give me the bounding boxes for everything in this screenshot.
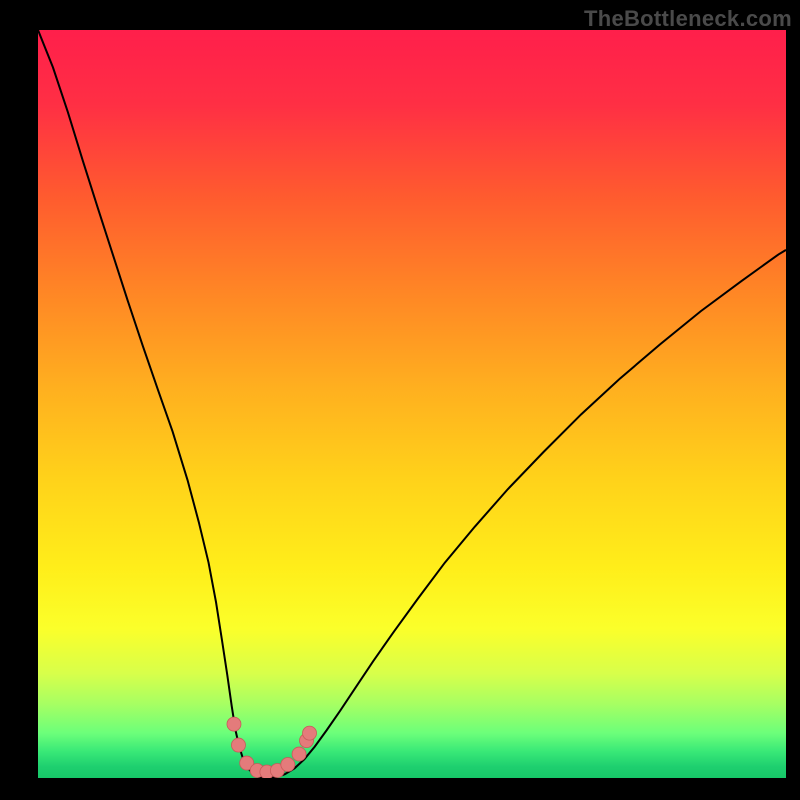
- watermark-text: TheBottleneck.com: [584, 6, 792, 32]
- marker-point: [281, 758, 295, 772]
- plot-area: [38, 30, 786, 778]
- marker-point: [227, 717, 241, 731]
- plot-background: [38, 30, 786, 778]
- marker-point: [231, 738, 245, 752]
- plot-svg: [38, 30, 786, 778]
- marker-point: [292, 747, 306, 761]
- marker-point: [303, 726, 317, 740]
- chart-frame: TheBottleneck.com: [0, 0, 800, 800]
